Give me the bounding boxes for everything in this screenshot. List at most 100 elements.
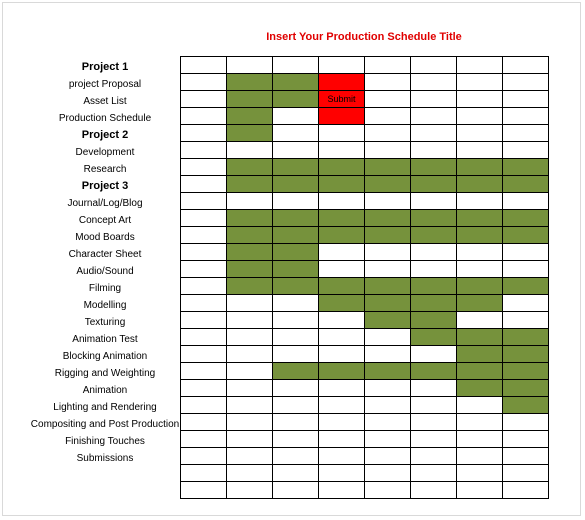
- schedule-cell[interactable]: [503, 482, 549, 499]
- schedule-cell[interactable]: [319, 278, 365, 295]
- schedule-cell[interactable]: [457, 210, 503, 227]
- schedule-cell[interactable]: [181, 448, 227, 465]
- schedule-cell[interactable]: [227, 193, 273, 210]
- schedule-cell[interactable]: [365, 346, 411, 363]
- schedule-cell[interactable]: [365, 431, 411, 448]
- schedule-cell[interactable]: [319, 176, 365, 193]
- schedule-cell[interactable]: [365, 363, 411, 380]
- schedule-cell[interactable]: [181, 176, 227, 193]
- schedule-cell[interactable]: [503, 346, 549, 363]
- schedule-cell[interactable]: [365, 210, 411, 227]
- schedule-cell[interactable]: [503, 210, 549, 227]
- schedule-cell[interactable]: [273, 482, 319, 499]
- schedule-cell[interactable]: [227, 74, 273, 91]
- schedule-cell[interactable]: [457, 193, 503, 210]
- schedule-cell[interactable]: [503, 57, 549, 74]
- schedule-cell[interactable]: [365, 397, 411, 414]
- schedule-cell[interactable]: [411, 193, 457, 210]
- schedule-cell[interactable]: [457, 74, 503, 91]
- schedule-cell[interactable]: [503, 380, 549, 397]
- schedule-cell[interactable]: [319, 244, 365, 261]
- schedule-cell[interactable]: [503, 414, 549, 431]
- schedule-cell[interactable]: [319, 261, 365, 278]
- schedule-cell[interactable]: [457, 448, 503, 465]
- schedule-cell[interactable]: [457, 312, 503, 329]
- schedule-cell[interactable]: [503, 193, 549, 210]
- schedule-cell[interactable]: [457, 261, 503, 278]
- schedule-cell[interactable]: [365, 329, 411, 346]
- schedule-cell[interactable]: [319, 363, 365, 380]
- schedule-cell[interactable]: [273, 448, 319, 465]
- schedule-cell[interactable]: [457, 142, 503, 159]
- schedule-cell[interactable]: [503, 278, 549, 295]
- schedule-cell[interactable]: [411, 159, 457, 176]
- schedule-cell[interactable]: [457, 176, 503, 193]
- schedule-cell[interactable]: [319, 210, 365, 227]
- schedule-cell[interactable]: [411, 125, 457, 142]
- schedule-cell[interactable]: [365, 244, 411, 261]
- submit-cell[interactable]: [319, 108, 365, 125]
- schedule-cell[interactable]: [457, 108, 503, 125]
- schedule-cell[interactable]: [411, 312, 457, 329]
- schedule-cell[interactable]: [227, 278, 273, 295]
- schedule-cell[interactable]: [365, 108, 411, 125]
- schedule-cell[interactable]: [181, 465, 227, 482]
- schedule-cell[interactable]: [273, 227, 319, 244]
- schedule-cell[interactable]: [273, 159, 319, 176]
- schedule-cell[interactable]: [457, 329, 503, 346]
- schedule-cell[interactable]: [319, 431, 365, 448]
- schedule-cell[interactable]: [227, 108, 273, 125]
- schedule-cell[interactable]: [227, 159, 273, 176]
- schedule-cell[interactable]: [457, 397, 503, 414]
- schedule-cell[interactable]: [273, 74, 319, 91]
- schedule-cell[interactable]: [457, 295, 503, 312]
- schedule-cell[interactable]: [181, 380, 227, 397]
- schedule-cell[interactable]: [365, 414, 411, 431]
- schedule-cell[interactable]: [457, 159, 503, 176]
- schedule-cell[interactable]: [181, 363, 227, 380]
- schedule-cell[interactable]: [273, 278, 319, 295]
- schedule-cell[interactable]: [227, 57, 273, 74]
- schedule-cell[interactable]: [365, 448, 411, 465]
- submit-cell[interactable]: [319, 74, 365, 91]
- schedule-cell[interactable]: [273, 244, 319, 261]
- schedule-cell[interactable]: [457, 91, 503, 108]
- schedule-cell[interactable]: [273, 261, 319, 278]
- schedule-cell[interactable]: [181, 244, 227, 261]
- schedule-cell[interactable]: [273, 210, 319, 227]
- schedule-cell[interactable]: [457, 57, 503, 74]
- schedule-cell[interactable]: [411, 414, 457, 431]
- schedule-cell[interactable]: [411, 295, 457, 312]
- schedule-cell[interactable]: [411, 74, 457, 91]
- schedule-cell[interactable]: [227, 125, 273, 142]
- schedule-cell[interactable]: [273, 346, 319, 363]
- schedule-cell[interactable]: [411, 346, 457, 363]
- schedule-cell[interactable]: [503, 448, 549, 465]
- schedule-cell[interactable]: [181, 278, 227, 295]
- schedule-cell[interactable]: [319, 448, 365, 465]
- submit-cell[interactable]: Submit: [319, 91, 365, 108]
- schedule-cell[interactable]: [227, 431, 273, 448]
- schedule-cell[interactable]: [227, 329, 273, 346]
- schedule-cell[interactable]: [503, 261, 549, 278]
- schedule-cell[interactable]: [227, 380, 273, 397]
- schedule-cell[interactable]: [181, 397, 227, 414]
- schedule-cell[interactable]: [457, 431, 503, 448]
- schedule-cell[interactable]: [411, 397, 457, 414]
- schedule-cell[interactable]: [181, 108, 227, 125]
- schedule-cell[interactable]: [181, 193, 227, 210]
- schedule-cell[interactable]: [227, 448, 273, 465]
- schedule-cell[interactable]: [227, 363, 273, 380]
- schedule-cell[interactable]: [365, 482, 411, 499]
- schedule-cell[interactable]: [319, 482, 365, 499]
- schedule-cell[interactable]: [365, 91, 411, 108]
- schedule-cell[interactable]: [181, 312, 227, 329]
- schedule-cell[interactable]: [503, 363, 549, 380]
- schedule-cell[interactable]: [503, 312, 549, 329]
- schedule-cell[interactable]: [411, 142, 457, 159]
- schedule-cell[interactable]: [227, 210, 273, 227]
- schedule-cell[interactable]: [365, 227, 411, 244]
- schedule-cell[interactable]: [411, 244, 457, 261]
- schedule-cell[interactable]: [181, 227, 227, 244]
- schedule-cell[interactable]: [227, 91, 273, 108]
